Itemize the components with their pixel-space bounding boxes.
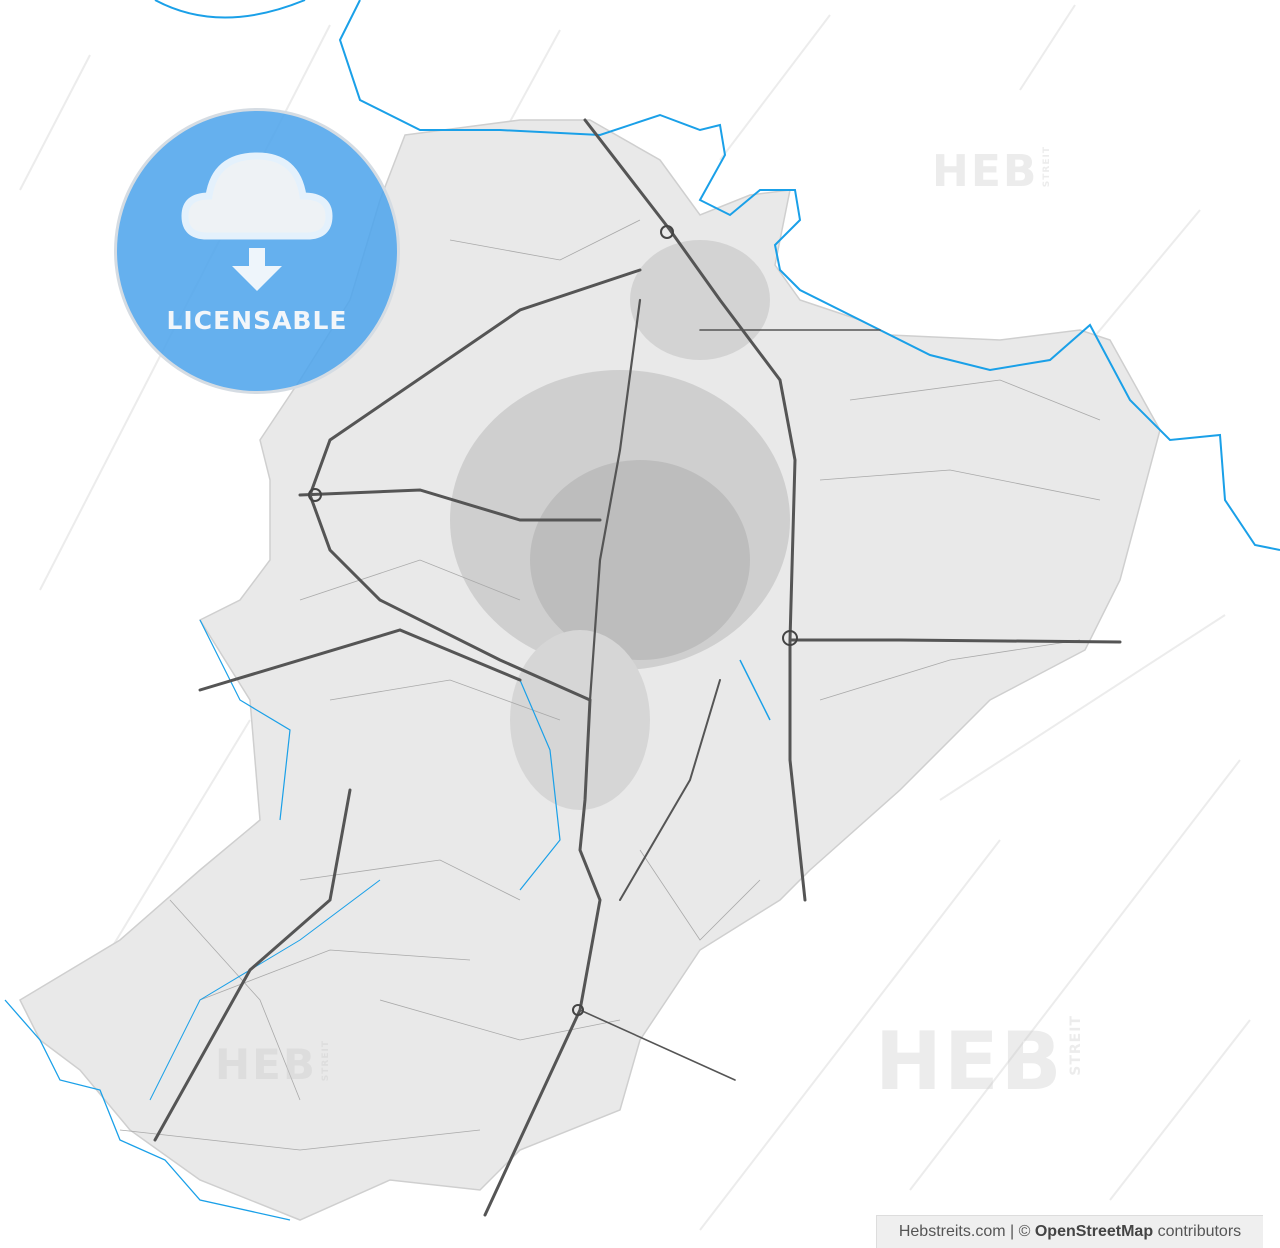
road-west — [298, 488, 602, 522]
river-main — [338, 0, 1280, 551]
highway-southwest — [198, 628, 522, 692]
watermark-text: HEB — [932, 146, 1039, 197]
watermark-sub: STREIT — [320, 1040, 331, 1082]
cloud-download-icon — [181, 152, 333, 291]
road-se — [619, 679, 721, 901]
licensable-badge[interactable]: LICENSABLE — [114, 108, 400, 394]
attribution: Hebstreits.com | © OpenStreetMap contrib… — [876, 1215, 1263, 1248]
river-top-left — [154, 0, 306, 19]
attribution-suffix: contributors — [1157, 1223, 1242, 1240]
attribution-source[interactable]: OpenStreetMap — [1034, 1223, 1154, 1240]
copyright-symbol: © — [1018, 1223, 1031, 1240]
roundabouts — [308, 225, 798, 1016]
watermark-sub: STREIT — [1067, 1015, 1084, 1076]
highway-south — [483, 698, 602, 1217]
road-south-east — [579, 1009, 736, 1081]
road-sw — [153, 788, 352, 1142]
stream — [739, 659, 771, 721]
badge-label: LICENSABLE — [166, 306, 348, 335]
watermark-heb-bottom-right: HEB STREIT — [875, 1015, 1084, 1108]
attribution-site[interactable]: Hebstreits.com — [898, 1223, 1006, 1240]
ring-road-west — [308, 268, 642, 702]
urban-core — [450, 240, 790, 810]
stream — [199, 619, 291, 821]
stream — [519, 679, 561, 891]
minor-streets — [119, 219, 1101, 1151]
watermark-heb-top: HEB STREIT — [932, 146, 1052, 197]
watermark-sub: STREIT — [1042, 146, 1053, 188]
watermark-heb-bottom-left: HEB STREIT — [215, 1040, 331, 1089]
river-south-west — [4, 999, 291, 1221]
rivers — [4, 0, 1280, 1221]
watermark-text: HEB — [875, 1015, 1064, 1108]
main-roads — [153, 118, 1122, 1217]
attribution-separator: | — [1010, 1223, 1015, 1240]
road-central — [588, 298, 642, 702]
highway-east — [788, 638, 1122, 644]
highway-north — [583, 118, 807, 902]
watermark-text: HEB — [215, 1040, 317, 1089]
